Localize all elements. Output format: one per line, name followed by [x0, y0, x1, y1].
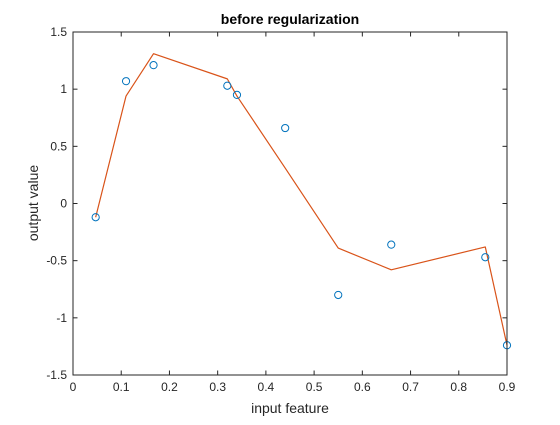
- fit-line: [95, 53, 508, 346]
- y-axis-label: output value: [25, 165, 41, 241]
- plot-background: [73, 32, 507, 375]
- y-tick-label: 0: [60, 197, 67, 211]
- x-tick-label: 0: [70, 380, 77, 394]
- plot-area: [73, 32, 507, 375]
- y-tick-label: 1.5: [50, 25, 67, 39]
- data-point: [281, 123, 290, 133]
- x-tick-label: 0.7: [402, 380, 419, 394]
- axes-layer: 0 0.1 0.2 0.3 0.4 0.5 0.6 0.7 0.8 0.9 -1.5 -1 -0.5 0 0…: [46, 25, 515, 394]
- chart-title: before regularization: [221, 11, 359, 27]
- x-axis-label: input feature: [251, 400, 329, 416]
- y-tick-label: -1: [56, 311, 67, 325]
- data-point: [334, 290, 343, 300]
- x-tick-label: 0.1: [113, 380, 130, 394]
- x-tick-label: 0.8: [450, 380, 467, 394]
- data-point: [149, 61, 158, 70]
- y-tick-label: -0.5: [46, 254, 67, 268]
- x-tick-label: 0.2: [161, 380, 178, 394]
- data-point: [223, 81, 232, 90]
- x-tick-label: 0.6: [354, 380, 371, 394]
- x-tick-label: 0.5: [306, 380, 323, 394]
- x-tick-label: 0.9: [499, 380, 516, 394]
- data-point: [232, 90, 242, 99]
- data-point: [121, 77, 131, 86]
- data-point: [387, 240, 396, 249]
- y-tick-label: 0.5: [50, 139, 67, 153]
- data-point: [481, 253, 490, 262]
- y-tick-label: -1.5: [46, 368, 67, 382]
- data-point: [91, 213, 100, 222]
- y-tick-label: 1: [60, 82, 67, 96]
- x-tick-label: 0.4: [258, 380, 275, 394]
- x-tick-label: 0.3: [209, 380, 226, 394]
